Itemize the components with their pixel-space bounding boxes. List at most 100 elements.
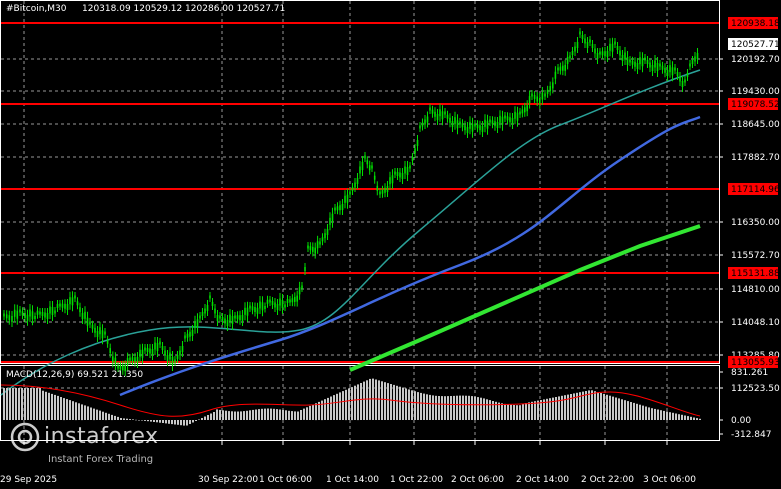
candle-body <box>634 61 636 67</box>
macd-signal <box>0 384 701 417</box>
candle-body <box>579 31 581 35</box>
macd-bar <box>210 413 212 420</box>
macd-bar <box>405 388 407 420</box>
candle-body <box>201 312 204 316</box>
candle-body <box>106 339 109 344</box>
macd-bar <box>447 396 449 420</box>
candle-body <box>589 39 591 43</box>
candle-body <box>279 298 281 306</box>
current-price-tag <box>728 38 778 50</box>
macd-bar <box>162 420 164 423</box>
macd-bar <box>381 381 383 420</box>
macd-bar <box>258 409 260 420</box>
macd-axis: 831.261 0.00 -312.847 <box>719 368 771 440</box>
price-label: 115572.70 <box>731 251 780 261</box>
macd-bar <box>483 398 485 420</box>
macd-axis-label: 831.261 <box>731 368 768 378</box>
support-resistance-lines[interactable] <box>1 22 719 363</box>
candle-body <box>644 57 646 61</box>
macd-bar <box>582 391 584 420</box>
candle-body <box>691 60 694 64</box>
candle-body <box>504 115 506 119</box>
macd-bar <box>72 401 74 420</box>
candle-body <box>426 116 429 123</box>
macd-bar <box>621 399 623 420</box>
macd-bar <box>285 410 287 420</box>
macd-bar <box>462 395 464 420</box>
macd-bar <box>246 410 248 420</box>
watermark-name: instaforex <box>44 424 159 449</box>
candle-body <box>562 65 564 71</box>
macd-bar <box>102 411 104 420</box>
macd-bar <box>558 396 560 420</box>
candle-body <box>226 320 229 326</box>
candle-body <box>169 352 171 360</box>
candle-body <box>76 301 79 306</box>
candle-body <box>386 186 389 192</box>
macd-bar <box>243 411 245 420</box>
candle-body <box>149 348 151 354</box>
macd-bar <box>345 389 347 421</box>
macd-bar <box>141 420 143 421</box>
candle-body <box>404 166 406 174</box>
candle-body <box>21 311 24 316</box>
macd-bar <box>273 408 275 420</box>
candle-body <box>104 331 106 335</box>
macd-bar <box>339 392 341 420</box>
macd-bar <box>240 411 242 420</box>
candle-body <box>566 56 569 64</box>
candle-body <box>576 42 579 48</box>
candle-body <box>126 358 129 366</box>
level-price-tag <box>728 183 778 195</box>
candle-body <box>671 67 674 76</box>
candle-body <box>234 315 236 319</box>
macd-bar <box>366 380 368 420</box>
candle-body <box>419 125 421 129</box>
candle-body <box>101 330 104 339</box>
candle-body <box>64 303 66 309</box>
macd-bar <box>594 391 596 420</box>
candle-body <box>489 119 491 123</box>
candle-body <box>646 60 649 64</box>
candle-body <box>99 327 101 335</box>
candle-body <box>674 67 676 71</box>
macd-bar <box>648 407 650 420</box>
candle-body <box>461 123 464 128</box>
candle-body <box>536 96 538 102</box>
candle-body <box>511 118 514 124</box>
candle-body <box>496 122 499 128</box>
candle-body <box>481 126 484 132</box>
candle-body <box>79 307 81 313</box>
macd-bar <box>174 420 176 425</box>
price-tags: 120938.18 120527.71 119078.52 117114.96 1151… <box>728 17 780 368</box>
candle-body <box>546 89 549 94</box>
macd-bar <box>213 412 215 420</box>
macd-bar <box>465 395 467 420</box>
level-price-tag <box>728 356 778 368</box>
candle-body <box>569 55 571 59</box>
macd-bar <box>408 389 410 420</box>
macd-bar <box>327 397 329 420</box>
candle-body <box>216 315 219 321</box>
candle-body <box>552 82 554 89</box>
macd-bar <box>222 410 224 420</box>
candle-body <box>244 307 246 315</box>
candle-body <box>176 355 179 359</box>
candle-body <box>409 165 411 169</box>
macd-bar <box>492 401 494 420</box>
macd-bar <box>138 420 140 421</box>
candle-body <box>274 302 276 308</box>
candle-body <box>689 63 691 67</box>
macd-bar <box>690 416 692 420</box>
macd-bar <box>252 409 254 420</box>
macd-histogram <box>3 378 701 426</box>
macd-bar <box>105 412 107 421</box>
time-label: 3 Oct 06:00 <box>643 475 696 485</box>
macd-bar <box>660 410 662 420</box>
price-tag-text: 115131.88 <box>731 269 780 279</box>
price-label: 114048.10 <box>731 318 780 328</box>
candle-body <box>679 76 681 82</box>
macd-bar <box>591 390 593 420</box>
